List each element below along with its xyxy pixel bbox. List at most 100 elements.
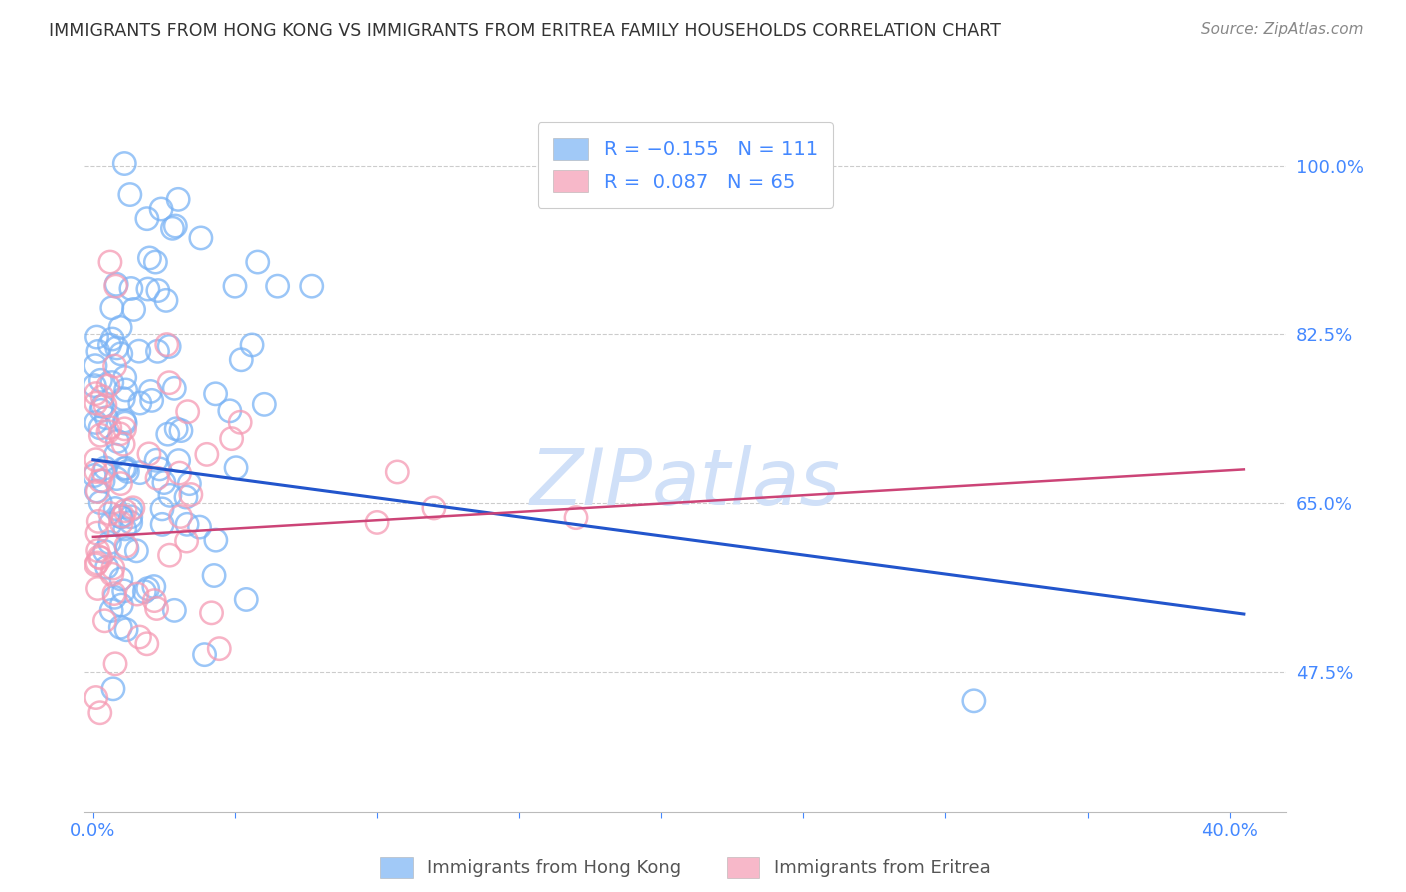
Point: [165, 219, 187, 233]
Point: [146, 344, 169, 359]
Point: [134, 584, 156, 599]
Point: [128, 630, 150, 644]
Point: [112, 156, 135, 170]
Point: [83, 378, 105, 392]
Point: [142, 580, 165, 594]
Point: [221, 432, 243, 446]
Point: [110, 509, 132, 524]
Point: [103, 359, 125, 373]
Point: [224, 279, 246, 293]
Point: [91, 474, 114, 488]
Point: [176, 405, 198, 419]
Point: [159, 548, 181, 562]
Point: [146, 284, 169, 298]
Point: [114, 422, 136, 436]
Point: [423, 500, 446, 515]
Point: [169, 509, 191, 524]
Point: [86, 483, 108, 498]
Point: [159, 488, 181, 502]
Point: [136, 282, 159, 296]
Point: [90, 403, 112, 417]
Point: [205, 533, 228, 548]
Point: [89, 428, 111, 442]
Legend: Immigrants from Hong Kong, Immigrants from Eritrea: Immigrants from Hong Kong, Immigrants fr…: [373, 849, 998, 885]
Point: [120, 509, 142, 524]
Point: [89, 495, 111, 509]
Point: [145, 601, 167, 615]
Point: [170, 424, 193, 438]
Point: [100, 301, 122, 315]
Point: [98, 507, 121, 521]
Point: [110, 572, 132, 586]
Point: [112, 392, 135, 406]
Point: [117, 464, 139, 478]
Point: [86, 526, 108, 541]
Point: [167, 193, 190, 207]
Point: [122, 500, 145, 515]
Point: [145, 453, 167, 467]
Point: [108, 426, 131, 441]
Point: [110, 476, 132, 491]
Point: [135, 637, 157, 651]
Point: [110, 598, 132, 612]
Point: [87, 549, 110, 564]
Point: [565, 510, 588, 524]
Point: [87, 514, 110, 528]
Point: [111, 509, 134, 524]
Point: [176, 534, 198, 549]
Point: [157, 376, 180, 390]
Point: [141, 393, 163, 408]
Point: [103, 586, 125, 600]
Point: [93, 614, 115, 628]
Point: [86, 556, 108, 570]
Text: IMMIGRANTS FROM HONG KONG VS IMMIGRANTS FROM ERITREA FAMILY HOUSEHOLDS CORRELATI: IMMIGRANTS FROM HONG KONG VS IMMIGRANTS …: [49, 22, 1001, 40]
Point: [180, 487, 202, 501]
Point: [91, 390, 114, 404]
Point: [84, 416, 107, 430]
Point: [150, 517, 173, 532]
Point: [101, 332, 124, 346]
Point: [86, 582, 108, 596]
Point: [105, 277, 128, 292]
Point: [139, 384, 162, 399]
Point: [90, 550, 112, 565]
Point: [97, 379, 120, 393]
Point: [135, 211, 157, 226]
Point: [204, 387, 226, 401]
Point: [98, 535, 121, 549]
Point: [89, 421, 111, 435]
Point: [169, 466, 191, 480]
Point: [120, 516, 142, 530]
Point: [115, 541, 138, 556]
Point: [98, 516, 121, 531]
Point: [86, 330, 108, 344]
Point: [188, 520, 211, 534]
Point: [98, 420, 121, 434]
Point: [84, 558, 107, 572]
Point: [225, 460, 247, 475]
Point: [963, 694, 986, 708]
Point: [138, 447, 160, 461]
Point: [148, 462, 170, 476]
Point: [155, 293, 177, 308]
Point: [145, 255, 167, 269]
Point: [100, 603, 122, 617]
Point: [366, 516, 388, 530]
Point: [115, 623, 138, 637]
Point: [104, 279, 127, 293]
Point: [387, 465, 409, 479]
Point: [156, 427, 179, 442]
Point: [110, 620, 132, 634]
Point: [101, 376, 124, 390]
Point: [115, 539, 138, 553]
Point: [114, 370, 136, 384]
Point: [128, 344, 150, 359]
Point: [157, 339, 180, 353]
Point: [110, 509, 132, 524]
Point: [96, 410, 118, 425]
Point: [94, 461, 117, 475]
Point: [150, 501, 173, 516]
Point: [128, 466, 150, 480]
Point: [96, 560, 118, 574]
Point: [110, 347, 132, 361]
